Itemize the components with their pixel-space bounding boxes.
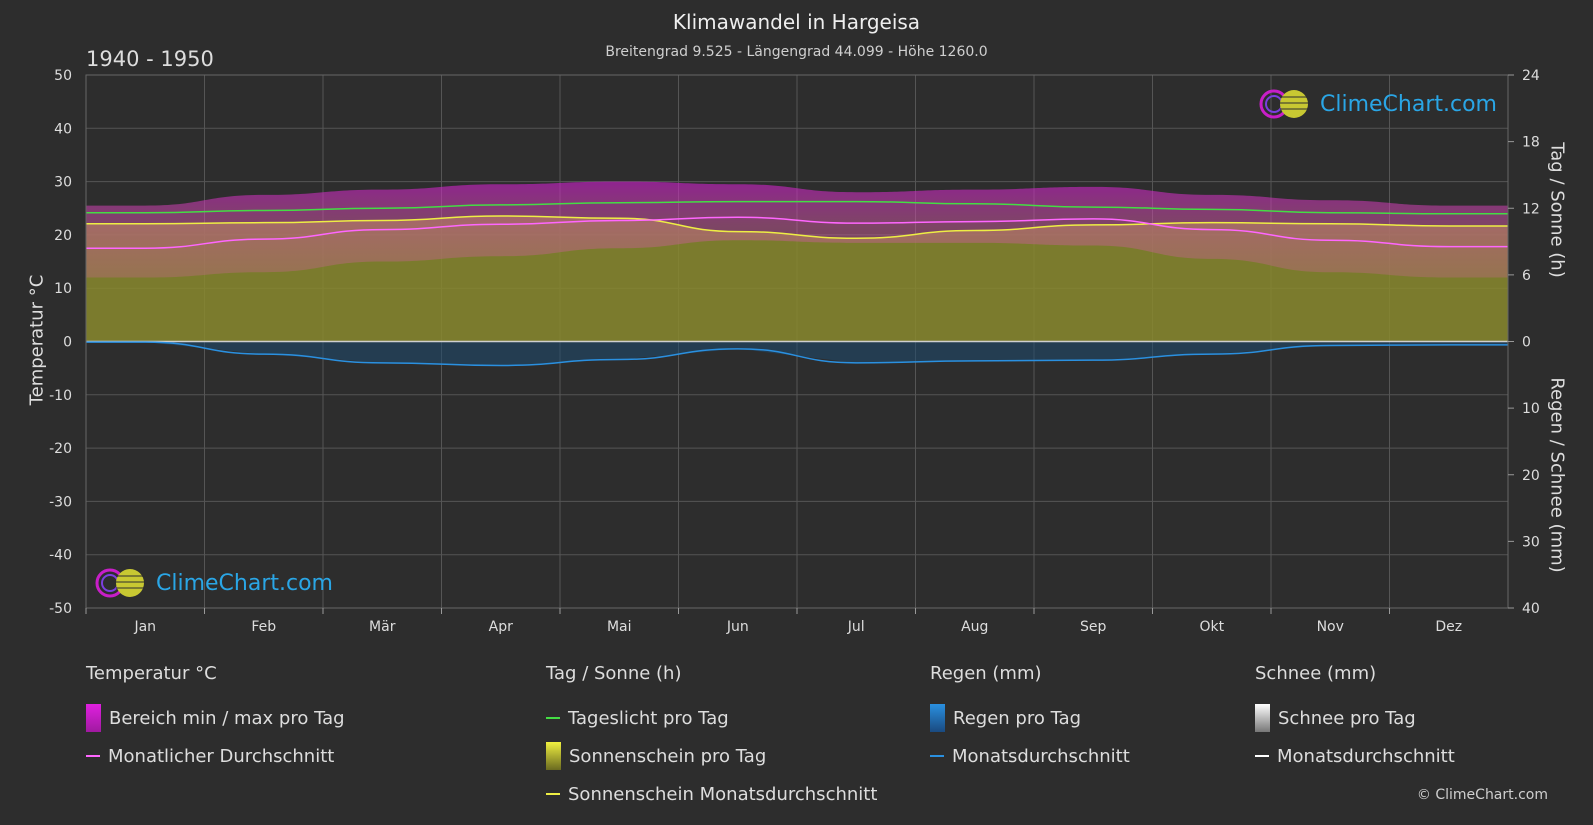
- x-tick-label: Mai: [607, 619, 632, 635]
- legend-temp-range: Bereich min / max pro Tag: [86, 699, 345, 737]
- x-tick-label: Sep: [1080, 619, 1107, 635]
- chart-subtitle: Breitengrad 9.525 - Längengrad 44.099 - …: [605, 44, 988, 60]
- legend-temp-avg: Monatlicher Durchschnitt: [86, 737, 345, 775]
- daylight-line: [86, 200, 1509, 215]
- y-left-tick-label: -10: [49, 388, 72, 404]
- logo-text: ClimeChart.com: [156, 570, 333, 596]
- legend-sun-head: Tag / Sonne (h): [546, 663, 682, 684]
- rain-avg-line: [85, 341, 1509, 367]
- y-right-bottom-tick-label: 40: [1522, 601, 1540, 617]
- temp-avg-swatch: [86, 755, 100, 757]
- chart-title: Klimawandel in Hargeisa: [672, 10, 921, 34]
- copyright: © ClimeChart.com: [1416, 787, 1548, 803]
- legend-sun: Tag / Sonne (h) Tageslicht pro Tag Sonne…: [546, 663, 877, 813]
- legend-sunavg-label: Sonnenschein Monatsdurchschnitt: [568, 783, 878, 805]
- legend-sunshine: Sonnenschein pro Tag: [546, 737, 877, 775]
- y-left-tick-label: -30: [49, 494, 72, 510]
- y-left-tick-label: 10: [54, 281, 72, 297]
- daylight-swatch: [546, 717, 560, 719]
- x-tick-label: Apr: [489, 619, 513, 635]
- x-tick-label: Aug: [961, 619, 988, 635]
- legend-sunavg: Sonnenschein Monatsdurchschnitt: [546, 775, 877, 813]
- legend-rain: Regen (mm) Regen pro Tag Monatsdurchschn…: [930, 663, 1130, 775]
- x-tick-label: Nov: [1317, 619, 1344, 635]
- sunshine-swatch: [546, 742, 561, 770]
- x-tick-label: Jan: [133, 619, 156, 635]
- legend-snow-avg-label: Monatsdurchschnitt: [1277, 745, 1455, 767]
- legend-rain-head: Regen (mm): [930, 663, 1042, 684]
- x-tick-label: Mär: [369, 619, 396, 635]
- legend-temp-head: Temperatur °C: [86, 663, 217, 684]
- logo-text: ClimeChart.com: [1320, 91, 1497, 117]
- y-right-bottom-tick-label: 20: [1522, 468, 1540, 484]
- climechart-logo-icon: [1259, 89, 1308, 119]
- legend-rain-avg-label: Monatsdurchschnitt: [952, 745, 1130, 767]
- sunavg-swatch: [546, 793, 560, 795]
- y-right-top-tick-label: 6: [1522, 268, 1531, 284]
- period-label: 1940 - 1950: [86, 47, 214, 71]
- rain-area: [86, 341, 1508, 366]
- rain-swatch: [930, 704, 945, 732]
- climechart-logo-icon: [95, 568, 144, 598]
- sunshine-avg-line: [85, 215, 1508, 239]
- legend-sunshine-label: Sonnenschein pro Tag: [569, 745, 767, 767]
- snow-avg-swatch: [1255, 755, 1269, 757]
- legend-snow-head: Schnee (mm): [1255, 663, 1377, 684]
- legend-temp-avg-label: Monatlicher Durchschnitt: [108, 745, 335, 767]
- legend-snow: Schnee (mm) Schnee pro Tag Monatsdurchsc…: [1255, 663, 1455, 775]
- legend-rain-avg: Monatsdurchschnitt: [930, 737, 1130, 775]
- logo-top[interactable]: ClimeChart.com: [1258, 88, 1497, 120]
- x-tick-label: Okt: [1199, 619, 1224, 635]
- legend-daylight-label: Tageslicht pro Tag: [568, 707, 729, 729]
- y-left-tick-label: 0: [63, 335, 72, 351]
- y-right-top-tick-label: 12: [1522, 201, 1540, 217]
- y-left-tick-label: 40: [54, 121, 72, 137]
- y-right-top-tick-label: 0: [1522, 335, 1531, 351]
- x-tick-label: Feb: [251, 619, 276, 635]
- y-right-top-tick-label: 24: [1522, 68, 1540, 84]
- y-left-tick-label: -50: [49, 601, 72, 617]
- y-left-tick-label: -20: [49, 441, 72, 457]
- y-left-tick-label: 20: [54, 228, 72, 244]
- y-right-bottom-tick-label: 10: [1522, 401, 1540, 417]
- x-tick-label: Dez: [1435, 619, 1462, 635]
- legend-temp-range-label: Bereich min / max pro Tag: [109, 707, 345, 729]
- legend-daylight: Tageslicht pro Tag: [546, 699, 877, 737]
- snow-swatch: [1255, 704, 1270, 732]
- temp-range-swatch: [86, 704, 101, 732]
- logo-bottom[interactable]: ClimeChart.com: [94, 567, 333, 599]
- legend-snow-perday-label: Schnee pro Tag: [1278, 707, 1416, 729]
- legend-snow-perday: Schnee pro Tag: [1255, 699, 1455, 737]
- y-left-tick-label: 30: [54, 175, 72, 191]
- y-left-tick-label: -40: [49, 548, 72, 564]
- temperature-avg-line: [85, 216, 1508, 249]
- legend-snow-avg: Monatsdurchschnitt: [1255, 737, 1455, 775]
- x-tick-label: Jul: [847, 619, 865, 635]
- y-left-tick-label: 50: [54, 68, 72, 84]
- legend-rain-perday-label: Regen pro Tag: [953, 707, 1082, 729]
- temperature-range-band: [86, 181, 1508, 278]
- legend-rain-perday: Regen pro Tag: [930, 699, 1130, 737]
- rain-avg-swatch: [930, 755, 944, 757]
- y-right-top-tick-label: 18: [1522, 135, 1540, 151]
- y-right-bottom-tick-label: 30: [1522, 534, 1540, 550]
- legend-temp: Temperatur °C Bereich min / max pro Tag …: [86, 663, 345, 775]
- x-tick-label: Jun: [726, 619, 749, 635]
